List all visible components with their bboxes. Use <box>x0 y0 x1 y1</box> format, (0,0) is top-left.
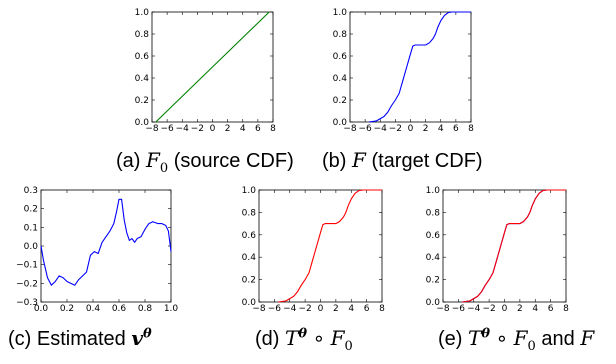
series-line-0 <box>155 11 270 123</box>
x-tick-label: 1.0 <box>164 304 179 314</box>
series-line-0 <box>462 189 566 303</box>
x-tick-label: 2 <box>333 304 339 314</box>
y-tick-label: 0.1 <box>24 223 38 233</box>
series-line-0 <box>40 198 172 286</box>
y-tick-label: 1.0 <box>426 186 441 196</box>
y-tick-label: 0.2 <box>426 276 440 286</box>
x-tick-label: −4 <box>467 304 481 314</box>
x-tick-label: 6 <box>548 304 554 314</box>
x-tick-label: −6 <box>268 304 282 314</box>
x-tick-label: 4 <box>240 124 246 134</box>
y-tick-label: 1.0 <box>242 186 257 196</box>
y-tick-label: 0.4 <box>333 74 348 84</box>
axes-frame <box>40 189 172 303</box>
x-tick-label: −2 <box>482 304 495 314</box>
x-tick-label: −8 <box>145 124 159 134</box>
x-tick-label: −4 <box>283 304 297 314</box>
y-tick-label: −0.2 <box>16 279 38 289</box>
x-tick-label: 4 <box>348 304 354 314</box>
x-tick-label: −2 <box>191 124 204 134</box>
x-tick-label: −2 <box>298 304 311 314</box>
axes-frame <box>442 189 567 303</box>
plot-b: −8 −6 −4 −2 0 2 4 6 8 0.0 0.2 0.4 0.6 0.8 1.0 <box>333 8 474 134</box>
y-tick-label: 0.0 <box>333 118 348 128</box>
x-tick-label: 0.4 <box>86 304 101 314</box>
y-tick-label: −0.3 <box>16 298 38 308</box>
caption-c: (c) Estimated vθ <box>8 326 152 350</box>
x-tick-label: 8 <box>379 304 385 314</box>
caption-a: (a) F0 (source CDF) <box>116 148 294 176</box>
x-tick-label: 0.8 <box>138 304 153 314</box>
x-tick-label: 0 <box>502 304 508 314</box>
series-line-0 <box>368 11 471 123</box>
axes-frame <box>258 189 383 303</box>
plot-e: −8 −6 −4 −2 0 2 4 6 8 0.0 0.2 0.4 0.6 0.8 1.0 <box>426 186 569 314</box>
x-tick-label: 6 <box>453 124 459 134</box>
x-tick-label: 2 <box>423 124 429 134</box>
plot-d: −8 −6 −4 −2 0 2 4 6 8 0.0 0.2 0.4 0.6 0.8 1.0 <box>242 186 385 314</box>
plot-a: −8 −6 −4 −2 0 2 4 6 8 0.0 0.2 0.4 0.6 0.8 1.0 <box>135 8 276 134</box>
x-tick-label: 6 <box>255 124 261 134</box>
y-tick-label: 0.8 <box>333 30 348 40</box>
y-tick-label: 0.0 <box>426 298 441 308</box>
x-tick-label: 0 <box>408 124 414 134</box>
x-tick-label: 0 <box>318 304 324 314</box>
caption-e: (e) Tθ ∘ F0 and F <box>438 326 595 354</box>
y-tick-label: 0.4 <box>242 253 257 263</box>
y-tick-label: 0.3 <box>24 186 38 196</box>
plot-c: 0.0 0.2 0.4 0.6 0.8 1.0 −0.3 −0.2 −0.1 0.0 0.1 0.2 0… <box>16 186 178 314</box>
y-tick-label: 0.6 <box>426 231 441 241</box>
y-tick-label: 0.2 <box>24 205 38 215</box>
x-tick-label: 2 <box>517 304 523 314</box>
y-tick-label: 0.2 <box>333 96 347 106</box>
y-tick-label: 0.6 <box>333 52 348 62</box>
x-tick-label: 6 <box>364 304 370 314</box>
y-tick-label: 0.6 <box>135 52 150 62</box>
y-tick-label: 0.8 <box>135 30 150 40</box>
x-tick-label: −8 <box>436 304 450 314</box>
x-tick-label: 8 <box>563 304 569 314</box>
axes-frame <box>349 11 472 123</box>
caption-d: (d) Tθ ∘ F0 <box>255 326 353 354</box>
y-tick-label: 0.2 <box>242 276 256 286</box>
x-tick-label: −6 <box>160 124 174 134</box>
y-tick-label: 0.8 <box>242 208 257 218</box>
x-tick-label: 0.2 <box>60 304 74 314</box>
y-tick-label: 0.4 <box>426 253 441 263</box>
y-tick-label: 0.6 <box>242 231 257 241</box>
x-tick-label: −6 <box>452 304 466 314</box>
x-tick-label: −4 <box>176 124 190 134</box>
x-tick-label: 8 <box>270 124 276 134</box>
x-tick-label: 0.6 <box>112 304 127 314</box>
y-tick-label: 1.0 <box>333 8 348 18</box>
x-tick-label: −8 <box>252 304 266 314</box>
x-tick-label: −8 <box>343 124 357 134</box>
series-line-1 <box>462 189 566 303</box>
y-tick-label: 0.0 <box>135 118 150 128</box>
series-line-0 <box>278 189 382 303</box>
x-tick-label: 2 <box>225 124 231 134</box>
x-tick-label: −4 <box>374 124 388 134</box>
x-tick-label: −6 <box>358 124 372 134</box>
x-tick-label: 0 <box>210 124 216 134</box>
x-tick-label: −2 <box>389 124 402 134</box>
y-tick-label: 1.0 <box>135 8 150 18</box>
y-tick-label: 0.0 <box>24 242 39 252</box>
x-tick-label: 4 <box>532 304 538 314</box>
y-tick-label: 0.8 <box>426 208 441 218</box>
y-tick-label: 0.4 <box>135 74 150 84</box>
y-tick-label: 0.2 <box>135 96 149 106</box>
x-tick-label: 4 <box>438 124 444 134</box>
x-tick-label: 0.0 <box>34 304 49 314</box>
y-tick-label: −0.1 <box>16 261 38 271</box>
x-tick-label: 8 <box>468 124 474 134</box>
caption-b: (b) F (target CDF) <box>322 148 483 172</box>
y-tick-label: 0.0 <box>242 298 257 308</box>
